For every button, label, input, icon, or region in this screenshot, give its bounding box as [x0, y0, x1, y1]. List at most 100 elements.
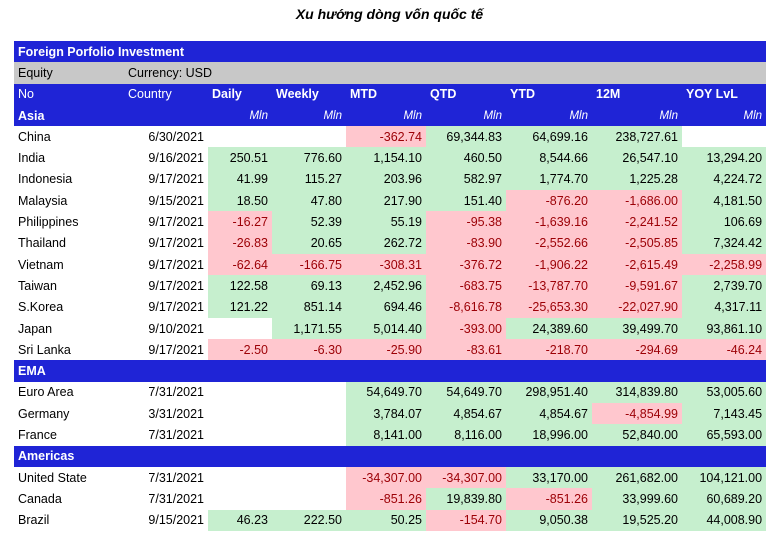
daily-cell: -2.50 [208, 339, 272, 361]
ytd-cell: -25,653.30 [506, 296, 592, 318]
mtd-cell: -362.74 [346, 126, 426, 148]
ytd-cell: 8,544.66 [506, 147, 592, 169]
table-row: Indonesia 9/17/2021 41.99 115.27 203.96 582.9… [14, 168, 767, 191]
m12-cell: 52,840.00 [592, 424, 682, 446]
col-mtd: MTD [346, 83, 426, 105]
section-filler [208, 360, 767, 382]
weekly-cell: 52.39 [272, 211, 346, 233]
daily-cell: -26.83 [208, 232, 272, 254]
weekly-cell: 47.80 [272, 190, 346, 212]
yoy-cell: 4,181.50 [682, 190, 767, 212]
m12-cell: 19,525.20 [592, 509, 682, 531]
equity-label: Equity [14, 62, 124, 84]
section-header-row: EMA [14, 360, 767, 382]
ytd-cell: -1,906.22 [506, 253, 592, 276]
unit-label: Mln [272, 104, 346, 127]
ytd-cell: -13,787.70 [506, 275, 592, 297]
ytd-cell: 64,699.16 [506, 126, 592, 148]
ytd-cell: -876.20 [506, 190, 592, 212]
daily-cell [208, 126, 272, 148]
ytd-cell: 1,774.70 [506, 168, 592, 191]
daily-cell: 122.58 [208, 275, 272, 297]
qtd-cell: -376.72 [426, 253, 506, 276]
table-row: Malaysia 9/15/2021 18.50 47.80 217.90 151.40-… [14, 190, 767, 212]
date-cell: 9/10/2021 [148, 321, 204, 336]
table-row: Brazil 9/15/2021 46.23 222.50 50.25 -154.70 9,… [14, 509, 767, 531]
mtd-cell: 217.90 [346, 190, 426, 212]
col-no: No [14, 83, 124, 105]
table-row: France 7/31/2021 8,141.00 8,116.00 18,996.00… [14, 424, 767, 446]
yoy-cell: 4,317.11 [682, 296, 767, 318]
table-row: Thailand 9/17/2021 -26.83 20.65 262.72 -83.90… [14, 232, 767, 254]
yoy-cell: 44,008.90 [682, 509, 767, 531]
table-row: Taiwan 9/17/2021 122.58 69.13 2,452.96 -683.7… [14, 275, 767, 297]
date-cell: 9/16/2021 [148, 151, 204, 166]
table-row: United State 7/31/2021 -34,307.00 -34,307.0… [14, 466, 767, 489]
yoy-cell: 60,689.20 [682, 488, 767, 510]
ytd-cell: -2,552.66 [506, 232, 592, 254]
section-name: Asia [14, 104, 208, 127]
m12-cell: -4,854.99 [592, 403, 682, 425]
col-ytd: YTD [506, 83, 592, 105]
daily-cell [208, 424, 272, 446]
yoy-cell: 2,739.70 [682, 275, 767, 297]
mtd-cell: 694.46 [346, 296, 426, 318]
banner-title: Foreign Porfolio Investment [14, 41, 767, 63]
unit-label: Mln [346, 104, 426, 127]
weekly-cell [272, 466, 346, 489]
weekly-cell [272, 424, 346, 446]
daily-cell: 41.99 [208, 168, 272, 191]
weekly-cell: 776.60 [272, 147, 346, 169]
qtd-cell: 151.40 [426, 190, 506, 212]
mtd-cell: 54,649.70 [346, 381, 426, 404]
daily-cell [208, 381, 272, 404]
ytd-cell: 298,951.40 [506, 381, 592, 404]
qtd-cell: 19,839.80 [426, 488, 506, 510]
date-cell: 7/31/2021 [148, 427, 204, 442]
date-cell: 3/31/2021 [148, 406, 204, 421]
table-row: China 6/30/2021 -362.74 69,344.83 64,699.16 2… [14, 126, 767, 148]
unit-label: Mln [592, 104, 682, 127]
yoy-cell: 4,224.72 [682, 168, 767, 191]
weekly-cell: 1,171.55 [272, 317, 346, 340]
daily-cell [208, 317, 272, 340]
m12-cell: -2,241.52 [592, 211, 682, 233]
table-row: Euro Area 7/31/2021 54,649.70 54,649.70 298,… [14, 381, 767, 404]
date-cell: 7/31/2021 [148, 491, 204, 506]
mtd-cell: 262.72 [346, 232, 426, 254]
daily-cell: 121.22 [208, 296, 272, 318]
table-row: Canada 7/31/2021 -851.26 19,839.80 -851.26 33… [14, 488, 767, 510]
qtd-cell: 4,854.67 [426, 403, 506, 425]
fpi-table: Foreign Porfolio Investment Equity Curre… [14, 41, 767, 531]
qtd-cell: -683.75 [426, 275, 506, 297]
country-cell: France [18, 427, 57, 442]
date-cell: 9/17/2021 [148, 215, 204, 230]
table-row: Vietnam 9/17/2021 -62.64 -166.75 -308.31 -376… [14, 253, 767, 276]
col-daily: Daily [208, 83, 272, 105]
date-cell: 9/17/2021 [148, 257, 204, 272]
qtd-cell: 460.50 [426, 147, 506, 169]
weekly-cell: 851.14 [272, 296, 346, 318]
country-cell: Vietnam [18, 257, 64, 272]
date-cell: 9/15/2021 [148, 193, 204, 208]
country-cell: Malaysia [18, 193, 68, 208]
col-yoy: YOY LvL [682, 83, 767, 105]
yoy-cell: 93,861.10 [682, 317, 767, 340]
mtd-cell: -308.31 [346, 253, 426, 276]
date-cell: 9/17/2021 [148, 342, 204, 357]
m12-cell: -2,505.85 [592, 232, 682, 254]
ytd-cell: 4,854.67 [506, 403, 592, 425]
table-row: India 9/16/2021 250.51 776.60 1,154.10 460.50… [14, 147, 767, 169]
mtd-cell: 203.96 [346, 168, 426, 191]
qtd-cell: -154.70 [426, 509, 506, 531]
col-qtd: QTD [426, 83, 506, 105]
date-cell: 9/17/2021 [148, 278, 204, 293]
m12-cell: 314,839.80 [592, 381, 682, 404]
m12-cell: 1,225.28 [592, 168, 682, 191]
mtd-cell: 8,141.00 [346, 424, 426, 446]
unit-label: Mln [208, 104, 272, 127]
ytd-cell: 33,170.00 [506, 466, 592, 489]
table-row: Philippines 9/17/2021 -16.27 52.39 55.19 -95.… [14, 211, 767, 233]
col-country: Country [124, 83, 208, 105]
section-name: Americas [14, 445, 208, 467]
